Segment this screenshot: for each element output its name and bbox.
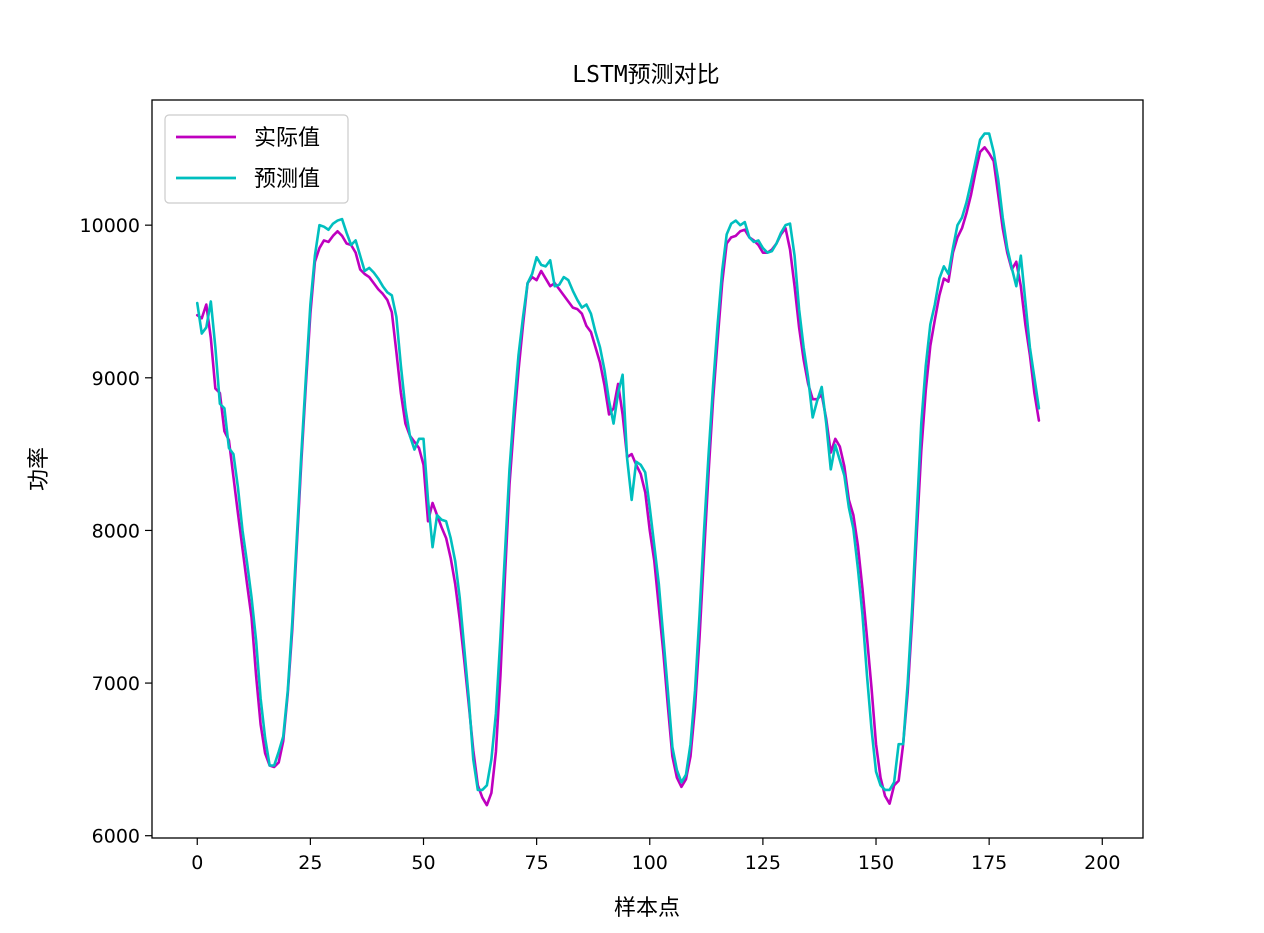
x-axis-label: 样本点: [614, 896, 680, 921]
x-tick-label: 150: [858, 852, 894, 874]
y-tick-label: 9000: [92, 368, 140, 390]
y-tick-label: 7000: [92, 673, 140, 695]
legend-label-2: 预测值: [254, 167, 320, 192]
x-tick-label: 50: [411, 852, 435, 874]
x-tick-label: 100: [632, 852, 668, 874]
x-tick-label: 175: [971, 852, 1007, 874]
legend-label-1: 实际值: [254, 126, 320, 151]
plot-area: 0 25 50 75 100 125 150 175 200 6000 7000 8000 9000 1…: [80, 99, 1144, 874]
y-axis: 6000 7000 8000 9000 10000: [80, 215, 152, 848]
series-line-2: [195, 132, 1041, 792]
series-layer: [195, 132, 1041, 807]
y-tick-label: 10000: [80, 215, 140, 237]
x-tick-label: 75: [525, 852, 549, 874]
plot-frame: [151, 99, 1144, 839]
x-tick-label: 200: [1084, 852, 1120, 874]
x-axis: 0 25 50 75 100 125 150 175 200: [191, 838, 1120, 874]
x-tick-label: 125: [745, 852, 781, 874]
x-tick-label: 0: [191, 852, 203, 874]
chart-title: LSTM预测对比: [572, 62, 719, 88]
y-tick-label: 6000: [92, 826, 140, 848]
y-tick-label: 8000: [92, 520, 140, 542]
series-line-1: [195, 146, 1041, 807]
x-tick-label: 25: [298, 852, 322, 874]
y-axis-label: 功率: [27, 447, 52, 491]
